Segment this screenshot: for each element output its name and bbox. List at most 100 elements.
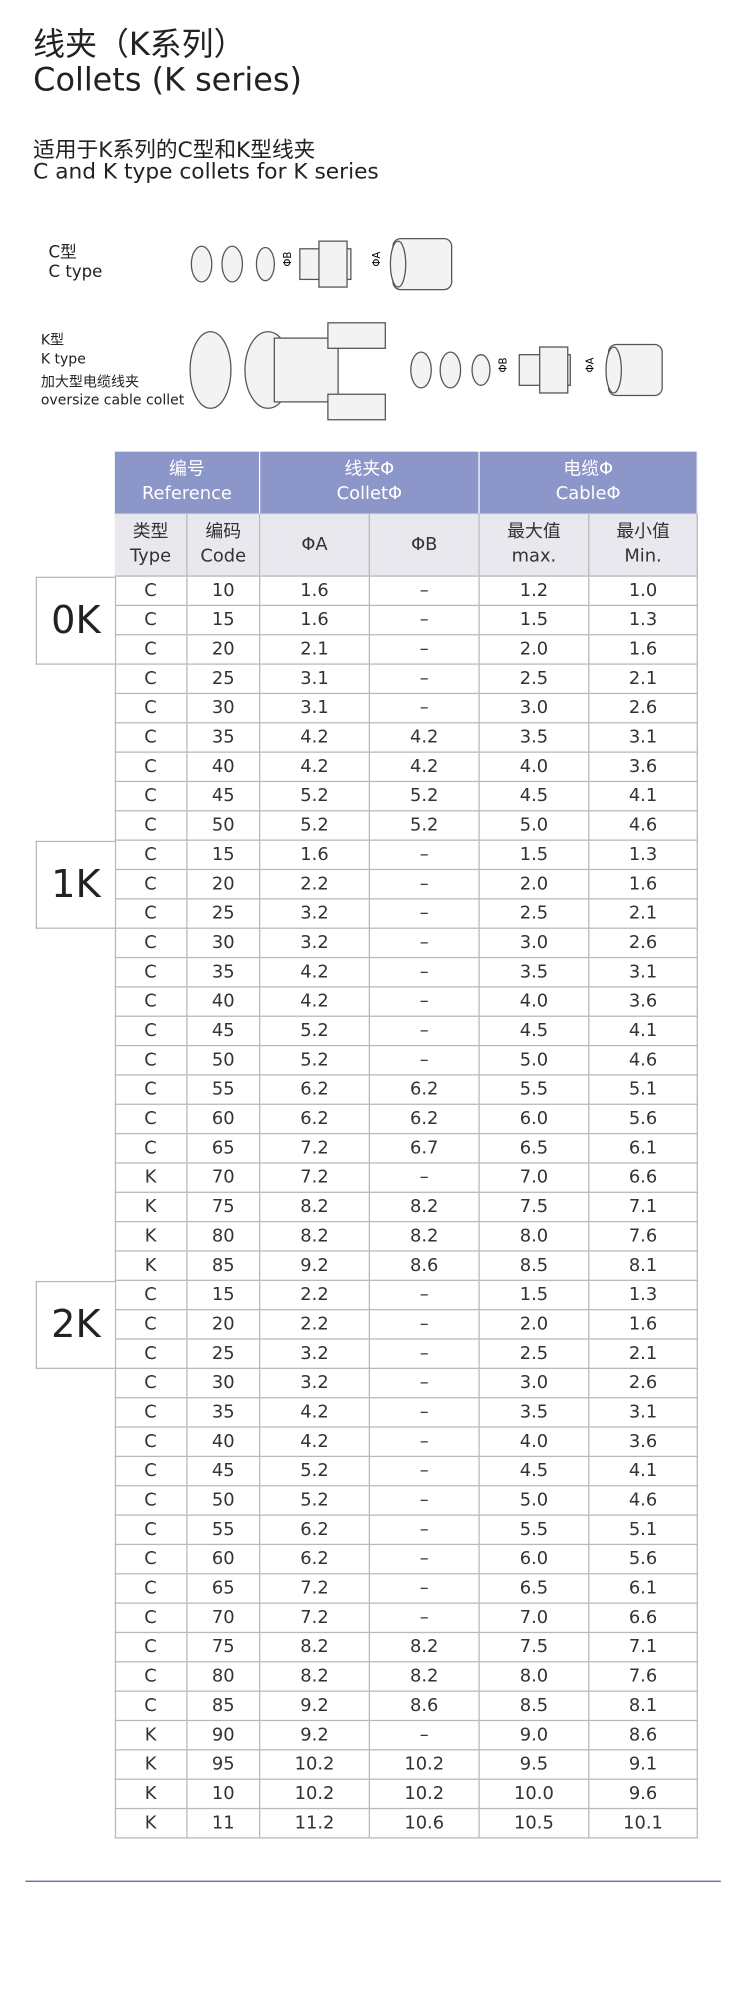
table-cell: 70	[187, 1603, 261, 1634]
table-cell: –	[369, 1427, 480, 1458]
k-type-diagram: ΦB ΦA	[189, 322, 663, 421]
table-cell: 5.5	[479, 1075, 590, 1105]
table-cell: C	[114, 635, 188, 665]
table-cell: K	[114, 1222, 188, 1252]
table-cell: –	[369, 1310, 480, 1340]
table-cell: 9.2	[260, 1721, 370, 1751]
header-text: CableΦ	[555, 483, 621, 504]
table-cell: 1.6	[260, 576, 370, 607]
table-cell: 6.2	[369, 1075, 480, 1105]
header-text: Min.	[624, 546, 662, 567]
table-cell: 8.6	[369, 1691, 480, 1722]
table-cell: C	[114, 1280, 188, 1311]
table-cell: C	[114, 1310, 188, 1340]
table-cell: C	[114, 1046, 188, 1076]
table-cell: 6.2	[260, 1104, 370, 1135]
table-cell: 1.6	[589, 1310, 698, 1340]
table-cell: 7.5	[479, 1633, 590, 1663]
table-cell: 4.0	[479, 1427, 590, 1458]
table-cell: 15	[187, 606, 261, 636]
table-cell: 6.6	[589, 1163, 698, 1193]
table-cell: 2.5	[479, 664, 590, 695]
header-text: 编码	[205, 521, 242, 543]
header-cell: 编号 Reference	[114, 451, 261, 515]
table-cell: 60	[187, 1545, 261, 1575]
table-cell: –	[369, 635, 480, 665]
table-cell: 80	[187, 1662, 261, 1692]
table-cell: 4.2	[369, 752, 480, 783]
table-cell: 10	[187, 576, 261, 607]
c-type-label: C型	[48, 243, 77, 263]
table-cell: 4.6	[589, 811, 698, 841]
table-cell: 4.1	[589, 1016, 698, 1047]
table-cell: 8.6	[589, 1721, 698, 1751]
table-cell: C	[114, 1134, 188, 1164]
table-cell: 5.2	[260, 1016, 370, 1047]
table-cell: 11	[187, 1809, 261, 1839]
k-type-note: oversize cable collet	[40, 391, 185, 409]
k-type-note: 加大型电缆线夹	[40, 373, 140, 391]
table-cell: C	[114, 1457, 188, 1487]
table-cell: 7.2	[260, 1163, 370, 1193]
table-cell: 9.6	[589, 1779, 698, 1810]
group-label: 1K	[35, 840, 115, 929]
table-cell: 40	[187, 987, 261, 1017]
table-cell: –	[369, 1280, 480, 1311]
table-cell: 7.0	[479, 1603, 590, 1634]
table-cell: 9.5	[479, 1750, 590, 1780]
header-text: Reference	[141, 483, 232, 504]
table-cell: 4.2	[369, 723, 480, 753]
table-cell: 95	[187, 1750, 261, 1780]
table-cell: 8.1	[589, 1691, 698, 1722]
table-cell: –	[369, 664, 480, 695]
table-cell: 80	[187, 1222, 261, 1252]
table-cell: 2.1	[589, 1339, 698, 1369]
header-text: ΦB	[411, 533, 438, 555]
table-cell: 2.2	[260, 1280, 370, 1311]
table-cell: 20	[187, 1310, 261, 1340]
table-cell: –	[369, 1721, 480, 1751]
table-cell: 8.0	[479, 1662, 590, 1692]
table-cell: –	[369, 899, 480, 929]
table-cell: 1.6	[260, 606, 370, 636]
table-cell: 30	[187, 928, 261, 959]
header-text: 线夹Φ	[344, 459, 395, 480]
table-cell: 2.6	[589, 928, 698, 959]
table-cell: 1.5	[479, 840, 590, 871]
table-cell: 25	[187, 664, 261, 695]
table-cell: 7.2	[260, 1574, 370, 1604]
table-cell: 35	[187, 958, 261, 988]
table-cell: 1.2	[479, 576, 590, 607]
dim-label: ΦA	[585, 358, 596, 373]
table-cell: 5.0	[479, 1046, 590, 1076]
table-cell: C	[114, 1515, 188, 1546]
table-cell: 3.2	[260, 899, 370, 929]
table-cell: 15	[187, 840, 261, 871]
table-cell: 2.0	[479, 635, 590, 665]
table-cell: K	[114, 1809, 188, 1839]
table-cell: K	[114, 1750, 188, 1780]
header-cell: 电缆Φ CableΦ	[479, 451, 698, 515]
table-cell: 9.1	[589, 1750, 698, 1780]
table-cell: 1.3	[589, 1280, 698, 1311]
table-cell: 8.6	[369, 1251, 480, 1281]
table-cell: 25	[187, 1339, 261, 1369]
table-cell: 4.2	[260, 958, 370, 988]
table-cell: 3.6	[589, 987, 698, 1017]
table-cell: –	[369, 1046, 480, 1076]
table-cell: 4.6	[589, 1486, 698, 1516]
table-cell: 6.2	[260, 1515, 370, 1546]
table-cell: C	[114, 1339, 188, 1369]
table-cell: 4.6	[589, 1046, 698, 1076]
table-cell: C	[114, 928, 188, 959]
table-cell: 10.2	[369, 1750, 480, 1780]
table-cell: –	[369, 1603, 480, 1634]
table-cell: C	[114, 1398, 188, 1428]
table-cell: 10	[187, 1779, 261, 1810]
table-cell: 20	[187, 635, 261, 665]
table-cell: 2.2	[260, 1310, 370, 1340]
table-cell: 3.1	[260, 664, 370, 695]
table-cell: K	[114, 1721, 188, 1751]
table-cell: 3.1	[589, 958, 698, 988]
header-text: 最小值	[616, 521, 670, 543]
